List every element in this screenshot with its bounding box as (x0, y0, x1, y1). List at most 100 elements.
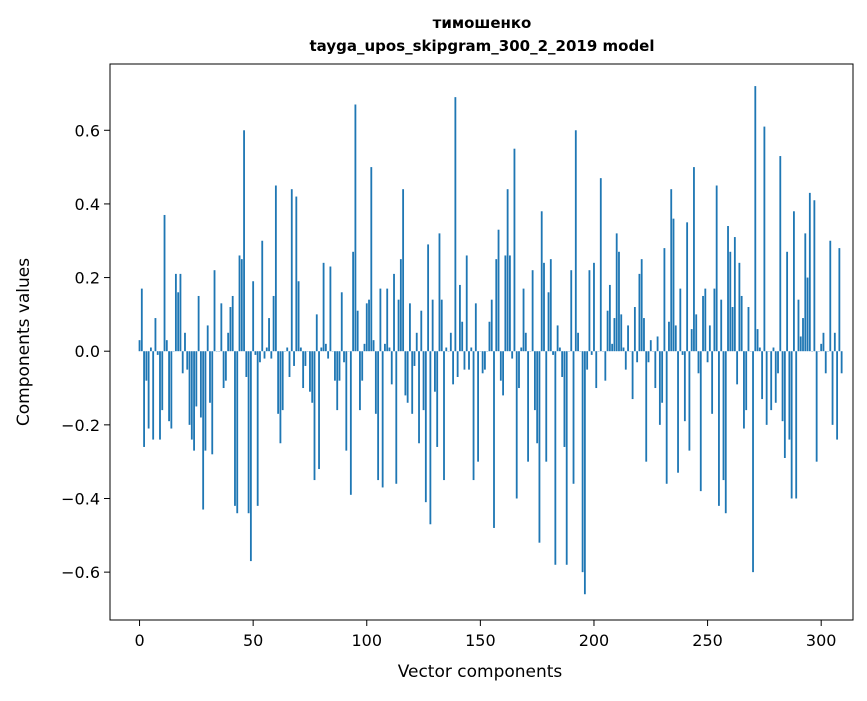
bar (684, 351, 686, 421)
bar (591, 351, 593, 355)
bar (166, 340, 168, 351)
bar (445, 348, 447, 352)
bar (152, 351, 154, 439)
bar (589, 270, 591, 351)
bar (693, 167, 695, 351)
bar (386, 289, 388, 352)
bar (377, 351, 379, 480)
bar (243, 130, 245, 351)
bar (191, 351, 193, 439)
bar (829, 241, 831, 351)
bar (686, 222, 688, 351)
bar (650, 340, 652, 351)
bar (614, 318, 616, 351)
bar (230, 307, 232, 351)
bar (666, 351, 668, 484)
bar (793, 211, 795, 351)
bar (786, 252, 788, 351)
bar (384, 344, 386, 351)
bar (725, 351, 727, 513)
bar (834, 333, 836, 351)
bar (157, 351, 159, 355)
bar (741, 296, 743, 351)
bar (820, 344, 822, 351)
bar (813, 200, 815, 351)
bar (282, 351, 284, 410)
bar (259, 351, 261, 362)
bar (473, 351, 475, 480)
bar (777, 351, 779, 373)
bar (280, 351, 282, 443)
bar (729, 252, 731, 351)
bar (366, 303, 368, 351)
bar (295, 197, 297, 352)
bar (784, 351, 786, 458)
bar (427, 244, 429, 351)
bar (200, 351, 202, 417)
bar (443, 351, 445, 480)
bar (627, 325, 629, 351)
bar (734, 237, 736, 351)
bar (761, 351, 763, 399)
bar (709, 325, 711, 351)
bar (502, 351, 504, 395)
bar (379, 289, 381, 352)
bar (738, 263, 740, 351)
bar (164, 215, 166, 351)
y-tick-label: 0.2 (75, 269, 100, 288)
chart-title-line1: тимошенко (433, 14, 532, 32)
bar (504, 255, 506, 351)
bar (648, 351, 650, 362)
bar (434, 351, 436, 392)
bar (143, 351, 145, 447)
bar (205, 351, 207, 450)
bar (625, 351, 627, 369)
bar (536, 351, 538, 443)
bar (389, 348, 391, 352)
bar (748, 307, 750, 351)
bar (700, 351, 702, 491)
bar (561, 351, 563, 377)
bar (202, 351, 204, 509)
bar (177, 292, 179, 351)
bar (343, 351, 345, 362)
bar (273, 296, 275, 351)
bar (586, 351, 588, 369)
bar (373, 340, 375, 351)
bar (211, 351, 213, 454)
bar (155, 318, 157, 351)
bar (214, 270, 216, 351)
bar (682, 351, 684, 355)
y-tick-label: 0.0 (75, 342, 100, 361)
bar (370, 167, 372, 351)
bar (523, 289, 525, 352)
bar (609, 285, 611, 351)
bar (236, 351, 238, 513)
bar (400, 259, 402, 351)
bar (634, 307, 636, 351)
bar (441, 300, 443, 352)
x-tick-label: 200 (579, 631, 610, 650)
bar (675, 325, 677, 351)
bar (570, 270, 572, 351)
bar (763, 127, 765, 352)
bar (636, 351, 638, 362)
bar (457, 351, 459, 377)
bar (514, 149, 516, 352)
bar (464, 351, 466, 369)
bar (393, 274, 395, 351)
bar (359, 351, 361, 410)
bar (559, 348, 561, 352)
bar (193, 351, 195, 450)
bar-series (139, 86, 843, 594)
bar (257, 351, 259, 506)
bar (491, 300, 493, 352)
bar (779, 156, 781, 351)
bar (411, 351, 413, 414)
bar (611, 344, 613, 351)
bar (757, 329, 759, 351)
bar (375, 351, 377, 414)
bar (382, 351, 384, 487)
bar (668, 322, 670, 351)
bar (809, 193, 811, 351)
